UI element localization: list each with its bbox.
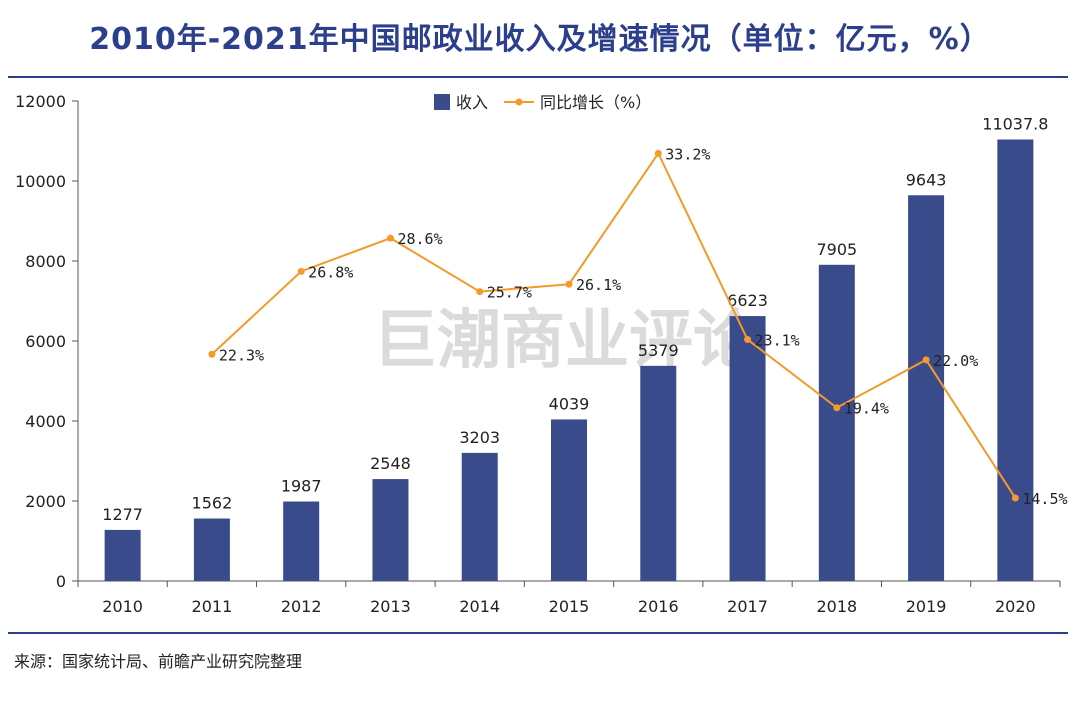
growth-point-2019 — [922, 356, 930, 364]
growth-label-2016: 33.2% — [665, 145, 710, 163]
growth-point-2011 — [208, 350, 216, 358]
bar-2020 — [997, 139, 1034, 581]
title-divider — [8, 76, 1068, 78]
growth-label-2015: 26.1% — [576, 276, 621, 294]
bar-label-2011: 1562 — [192, 494, 233, 513]
y-tick-label: 12000 — [15, 92, 66, 111]
y-tick-label: 2000 — [25, 492, 66, 511]
footer-divider — [8, 632, 1068, 634]
bar-label-2015: 4039 — [549, 394, 590, 413]
growth-point-2018 — [833, 404, 841, 412]
growth-point-2017 — [744, 336, 752, 344]
bar-2010 — [104, 529, 141, 581]
x-tick-label: 2016 — [638, 597, 679, 616]
watermark: 巨潮商业评论 — [373, 304, 758, 378]
x-tick-label: 2011 — [192, 597, 233, 616]
bar-label-2017: 6623 — [727, 291, 768, 310]
chart-title: 2010年-2021年中国邮政业收入及增速情况（单位：亿元，%） — [89, 22, 991, 57]
legend-swatch-revenue — [434, 94, 450, 110]
bar-label-2016: 5379 — [638, 341, 679, 360]
y-tick-label: 4000 — [25, 412, 66, 431]
x-tick-label: 2012 — [281, 597, 322, 616]
legend-marker-growth — [515, 98, 523, 106]
line-series: 22.3% 26.8% 28.6% 25.7% 26.1% 33.2% 23.1% 19.4%… — [208, 145, 1068, 508]
y-tick-label: 8000 — [25, 252, 66, 271]
bar-label-2014: 3203 — [459, 428, 500, 447]
x-tick-label: 2014 — [459, 597, 500, 616]
x-tick-label: 2013 — [370, 597, 411, 616]
bar-label-2020: 11037.8 — [982, 114, 1048, 133]
growth-label-2013: 28.6% — [397, 230, 442, 248]
growth-point-2013 — [386, 234, 394, 242]
bar-2015 — [551, 419, 587, 581]
growth-label-2020: 14.5% — [1022, 490, 1067, 508]
growth-point-2015 — [565, 280, 573, 288]
growth-label-2012: 26.8% — [308, 263, 353, 281]
growth-label-2019: 22.0% — [933, 352, 978, 370]
bar-label-2010: 1277 — [102, 505, 143, 524]
y-tick-label: 6000 — [25, 332, 66, 351]
bar-label-2018: 7905 — [816, 240, 857, 259]
x-tick-label: 2010 — [102, 597, 143, 616]
bar-label-2019: 9643 — [906, 170, 947, 189]
growth-line — [211, 151, 1017, 499]
bar-2017 — [729, 316, 766, 581]
growth-point-2020 — [1011, 494, 1019, 502]
bar-2012 — [283, 501, 320, 581]
bar-label-2012: 1987 — [281, 477, 322, 496]
bar-2018 — [818, 264, 855, 581]
source-note: 来源：国家统计局、前瞻产业研究院整理 — [14, 652, 303, 671]
y-tick-label: 10000 — [15, 172, 66, 191]
legend-label-growth: 同比增长（%） — [540, 93, 651, 112]
bar-2019 — [908, 195, 945, 581]
bar-label-2013: 2548 — [370, 454, 411, 473]
growth-label-2014: 25.7% — [487, 284, 532, 302]
bar-2013 — [372, 479, 409, 581]
growth-point-2014 — [476, 288, 484, 296]
bar-2016 — [640, 365, 677, 581]
x-tick-label: 2018 — [816, 597, 857, 616]
bar-series: 1277 1562 1987 2548 3203 4039 5379 6623 7905 9643… — [102, 114, 1048, 581]
x-tick-label: 2017 — [727, 597, 768, 616]
legend: 收入 同比增长（%） — [434, 93, 651, 112]
growth-point-2016 — [654, 149, 662, 157]
y-tick-label: 0 — [56, 572, 66, 591]
x-tick-label: 2015 — [549, 597, 590, 616]
axes: 0 2000 4000 6000 8000 10000 12000 2010 2011 2012 2… — [15, 92, 1061, 616]
growth-point-2012 — [297, 267, 305, 275]
growth-label-2018: 19.4% — [844, 400, 889, 418]
bar-2014 — [461, 452, 498, 581]
x-tick-label: 2019 — [906, 597, 947, 616]
legend-label-revenue: 收入 — [456, 93, 488, 112]
bar-2011 — [193, 518, 230, 581]
chart-area: 巨潮商业评论 0 2000 4000 6000 8000 10000 12000 2010 20… — [15, 92, 1068, 616]
growth-label-2017: 23.1% — [755, 332, 800, 350]
growth-label-2011: 22.3% — [219, 346, 264, 364]
x-tick-label: 2020 — [995, 597, 1036, 616]
